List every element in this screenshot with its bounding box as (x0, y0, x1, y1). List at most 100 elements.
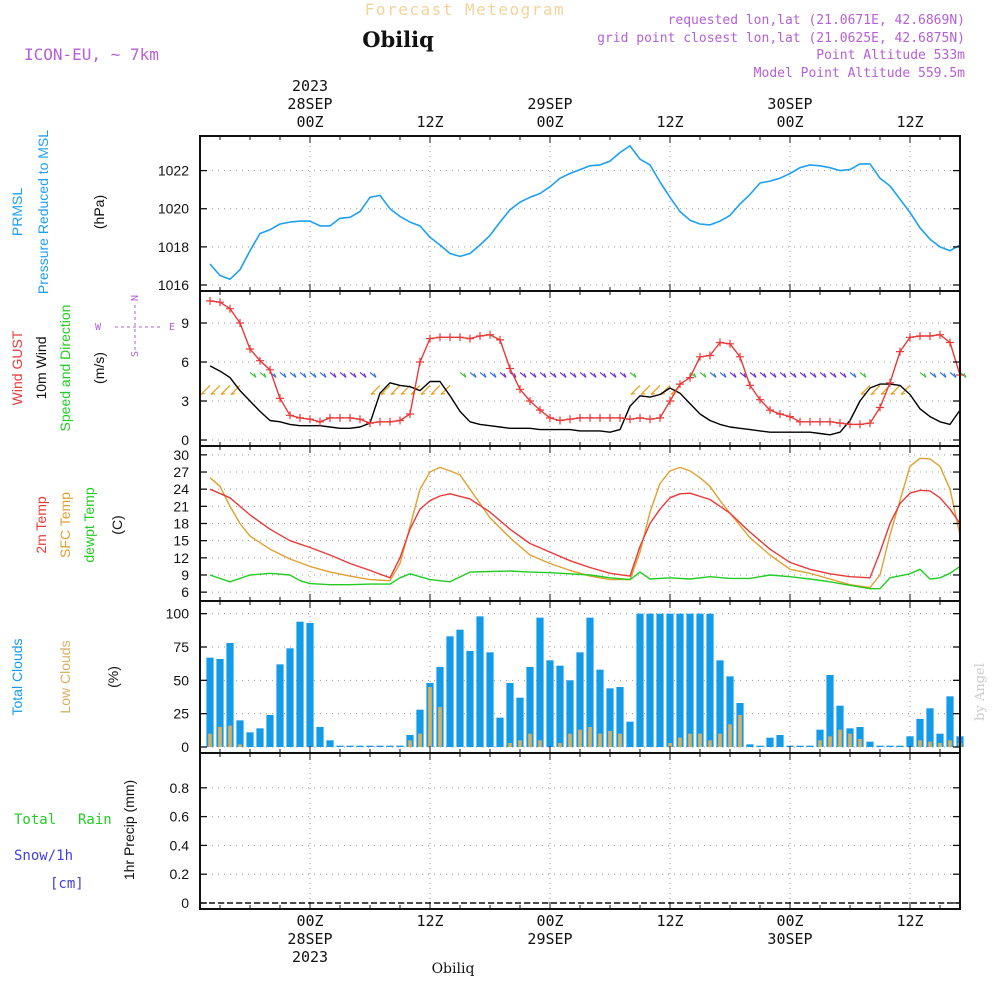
wind-arrow-head (373, 373, 377, 378)
wind-arrow-head (430, 392, 436, 395)
low-cloud-bar (208, 733, 212, 747)
gust-marker (306, 415, 314, 424)
gust-marker (226, 304, 234, 313)
total-cloud-bar (276, 664, 284, 747)
low-cloud-bar (228, 725, 232, 747)
wind-arrow-head (890, 392, 896, 395)
x-tick-label-top: 28SEP (287, 95, 332, 113)
gust-marker (636, 413, 644, 422)
gust-marker (406, 410, 414, 418)
low-cloud-bar (828, 736, 832, 747)
total-cloud-bar (926, 708, 934, 747)
low-cloud-bar (668, 743, 672, 747)
total-clouds-label: Total Clouds (9, 638, 25, 715)
wind-arrow-head (793, 373, 797, 378)
gust-marker (736, 352, 744, 361)
total-cloud-bar (776, 735, 784, 747)
y-tick-label: 12 (173, 550, 189, 566)
wind-arrow-head (713, 373, 717, 378)
y-tick-label: 21 (173, 498, 189, 514)
total-cloud-bar (476, 616, 484, 747)
x-tick-label-top: 2023 (292, 77, 328, 95)
low-cloud-bar (938, 743, 942, 747)
gust-marker (786, 412, 794, 421)
wind-arrow-head (220, 392, 226, 395)
wind-arrow-head (593, 373, 597, 378)
total-cloud-bar (666, 613, 674, 747)
low-cloud-bar (708, 740, 712, 747)
total-cloud-bar (286, 648, 294, 747)
gust-marker (446, 333, 454, 342)
gust-marker (806, 417, 814, 426)
wind-arrow-head (390, 392, 396, 395)
low-cloud-bar (518, 740, 522, 747)
total-cloud-bar (256, 728, 264, 747)
pressure-line (209, 145, 961, 281)
gust-line (209, 300, 961, 426)
wind-arrow-head (380, 392, 386, 395)
low-cloud-bar (578, 729, 582, 747)
total-cloud-bar (696, 613, 704, 747)
total-cloud-bar (806, 745, 814, 747)
gust-marker (486, 330, 494, 339)
precip-total-label: Total (14, 812, 56, 828)
y-tick-label: 0.6 (170, 809, 190, 825)
wind-arrow (870, 384, 881, 395)
gust-marker (936, 330, 944, 339)
low-cloud-bar (508, 743, 512, 747)
low-cloud-bar (558, 743, 562, 747)
gust-marker (666, 397, 674, 405)
gust-marker (626, 415, 634, 424)
panel-frame (199, 135, 961, 292)
wind-arrow-head (303, 373, 307, 378)
y-tick-label: 0.4 (170, 837, 190, 853)
gust-marker (276, 394, 284, 403)
wind-arrow-head (573, 373, 577, 378)
total-cloud-bar (576, 652, 584, 747)
wind-arrow-head (813, 373, 817, 378)
wind-arrow-head (900, 392, 906, 395)
total-cloud-bar (726, 676, 734, 747)
low-cloud-bar (858, 739, 862, 747)
y-tick-label: 24 (173, 481, 189, 497)
wind-arrow-head (420, 392, 426, 395)
gust-marker (606, 413, 614, 422)
low-cloud-bar (568, 733, 572, 747)
total-cloud-bar (826, 675, 834, 747)
wind-arrow-head (353, 373, 357, 378)
wind-arrow (890, 384, 901, 395)
y-tick-label: 1020 (158, 201, 189, 217)
wind-arrow (390, 384, 401, 395)
total-cloud-bar (656, 613, 664, 747)
wind-arrow-head (853, 373, 857, 378)
compass-n: N (130, 295, 141, 301)
gust-marker (676, 380, 684, 389)
wind-arrow-head (293, 373, 297, 378)
y-tick-label: 0 (181, 895, 189, 911)
total-cloud-bar (606, 688, 614, 747)
gust-marker (886, 378, 894, 387)
x-tick-label-bottom: 29SEP (527, 930, 572, 948)
compass-e: E (169, 322, 175, 333)
x-tick-label-bottom: 00Z (296, 912, 323, 930)
total-cloud-bar (896, 745, 904, 747)
wind-line (209, 365, 961, 436)
total-cloud-bar (416, 709, 424, 747)
dewpt-temp-line (209, 565, 961, 590)
y-tick-label: 18 (173, 516, 189, 532)
total-cloud-bar (796, 745, 804, 747)
total-cloud-bar (446, 636, 454, 747)
low-cloud-bar (678, 737, 682, 747)
y-tick-label: 9 (181, 315, 189, 331)
wind-arrow (220, 384, 231, 395)
y-tick-label: 27 (173, 464, 189, 480)
low-cloud-bar (598, 733, 602, 747)
wind-arrow (230, 384, 241, 395)
wind-arrow-head (843, 373, 847, 378)
total-cloud-bar (566, 680, 574, 747)
x-tick-label-top: 12Z (896, 113, 923, 131)
temp-unit: (C) (109, 515, 125, 534)
temp-2m-label: 2m Temp (33, 496, 49, 554)
panel-frame (199, 752, 961, 910)
